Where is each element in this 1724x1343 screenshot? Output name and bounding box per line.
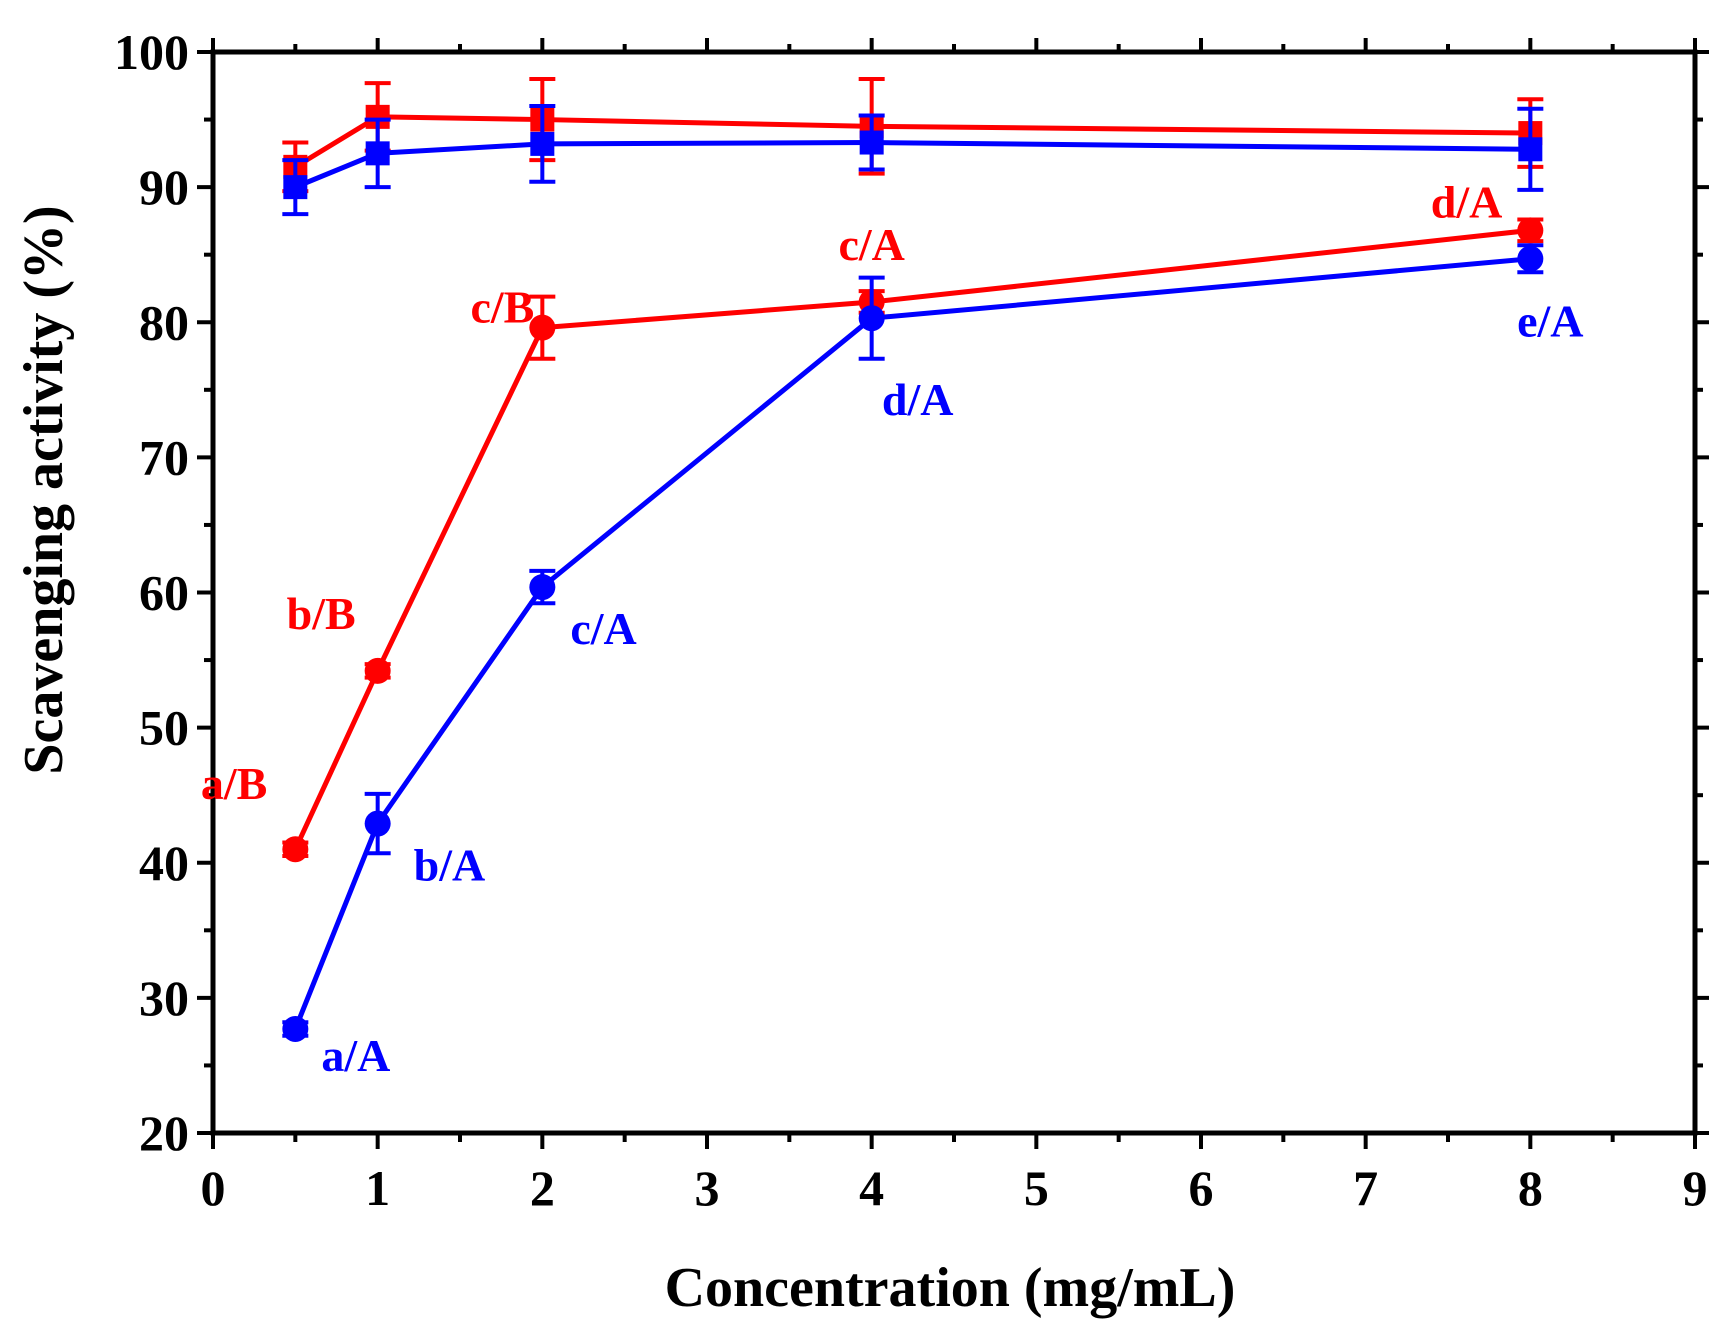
data-point (530, 131, 555, 156)
data-point (283, 175, 308, 200)
y-tick-label: 100 (114, 24, 189, 80)
point-annotation: c/A (570, 603, 636, 654)
x-tick-label: 6 (1189, 1160, 1214, 1216)
point-annotation: b/A (414, 840, 486, 891)
x-tick-label: 1 (365, 1160, 390, 1216)
point-annotation: b/B (287, 588, 356, 639)
x-tick-label: 4 (859, 1160, 884, 1216)
y-tick-label: 40 (139, 835, 189, 891)
point-annotation: d/A (1431, 176, 1503, 227)
data-point (1518, 137, 1543, 162)
x-tick-label: 8 (1518, 1160, 1543, 1216)
y-tick-label: 30 (139, 970, 189, 1026)
series-line (294, 140, 1531, 190)
data-point (529, 314, 556, 341)
point-annotation: a/A (321, 1030, 390, 1081)
x-tick-label: 0 (201, 1160, 226, 1216)
axes: 0 1 2 3 4 5 6 7 8 9 20 30 40 50 60 70 80 90 100 (114, 24, 1709, 1216)
x-tick-label: 9 (1683, 1160, 1708, 1216)
point-annotation: d/A (882, 374, 954, 425)
x-tick-label: 5 (1024, 1160, 1049, 1216)
y-tick-label: 90 (139, 159, 189, 215)
data-point (364, 810, 391, 837)
y-tick-label: 70 (139, 429, 189, 485)
series-0 (282, 77, 1544, 194)
point-annotation: a/B (201, 758, 267, 809)
point-annotation: e/A (1517, 296, 1583, 347)
x-tick-label: 7 (1353, 1160, 1378, 1216)
data-point (1517, 217, 1544, 244)
series-3 (282, 243, 1544, 1042)
y-tick-label: 50 (139, 700, 189, 756)
series-1 (282, 104, 1544, 217)
data-point (282, 836, 309, 863)
y-tick-label: 80 (139, 294, 189, 350)
data-point (529, 574, 556, 601)
y-axis-title: Scavenging activity (%) (13, 205, 75, 774)
data-point (1517, 245, 1544, 272)
data-point (859, 130, 884, 155)
data-point (858, 305, 885, 332)
x-axis-title: Concentration (mg/mL) (665, 1257, 1236, 1319)
y-tick-label: 20 (139, 1105, 189, 1161)
x-tick-label: 3 (695, 1160, 720, 1216)
point-annotation: c/B (470, 282, 534, 333)
data-point (365, 141, 390, 166)
data-point (282, 1015, 309, 1042)
point-annotation: c/A (838, 219, 904, 270)
data-point (364, 657, 391, 684)
series-layer (282, 77, 1544, 1042)
annotations-layer: a/B b/B c/B c/A d/A a/A b/A c/A d/A e/A (201, 176, 1584, 1081)
y-tick-label: 60 (139, 565, 189, 621)
x-tick-label: 2 (530, 1160, 555, 1216)
